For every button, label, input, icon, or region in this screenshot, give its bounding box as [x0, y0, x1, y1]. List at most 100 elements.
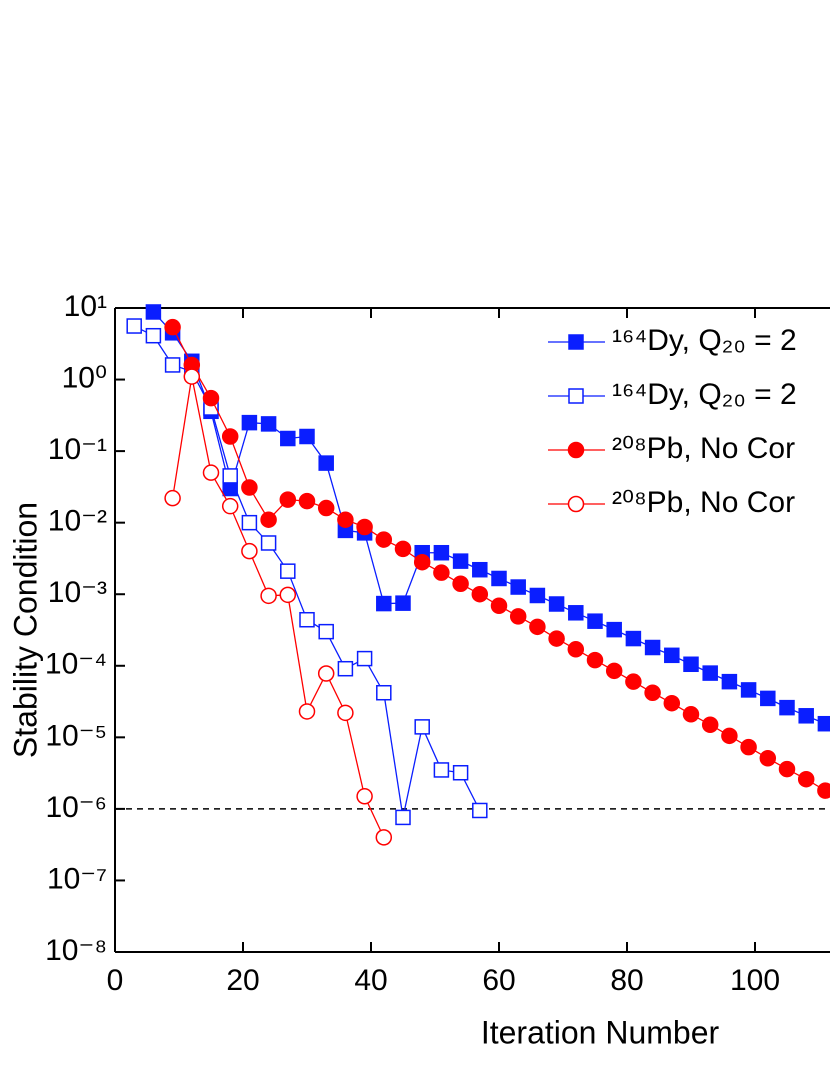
marker	[299, 428, 315, 445]
marker	[260, 511, 277, 528]
marker	[356, 788, 373, 805]
marker	[280, 563, 296, 579]
marker	[740, 738, 757, 756]
marker	[280, 430, 296, 447]
marker	[644, 639, 661, 656]
marker	[318, 455, 334, 471]
marker	[509, 608, 527, 625]
x-tick-label: 20	[226, 964, 259, 997]
marker	[510, 579, 526, 595]
marker	[376, 595, 392, 612]
marker	[395, 595, 411, 611]
marker	[567, 641, 585, 658]
marker	[241, 542, 258, 560]
marker	[202, 389, 220, 407]
marker	[568, 605, 584, 621]
x-tick-label: 100	[730, 964, 780, 997]
marker	[817, 715, 830, 732]
marker	[221, 428, 239, 445]
marker	[394, 540, 412, 558]
y-tick-label: 10⁻⁵	[45, 719, 107, 752]
marker	[356, 650, 373, 667]
marker	[317, 665, 335, 682]
marker	[606, 621, 622, 638]
marker	[644, 684, 661, 701]
marker	[490, 597, 508, 615]
marker	[337, 704, 354, 722]
x-axis-label: Iteration Number	[481, 1014, 720, 1050]
marker	[625, 630, 642, 647]
marker	[183, 368, 201, 385]
y-tick-label: 10⁻⁷	[47, 862, 107, 895]
x-tick-label: 40	[354, 964, 387, 997]
marker	[625, 673, 642, 690]
marker	[587, 613, 603, 629]
marker	[683, 656, 699, 673]
marker	[548, 596, 565, 612]
legend-label: ¹⁶⁴Dy, Q₂₀ = 2	[612, 378, 797, 411]
x-tick-label: 80	[610, 964, 643, 997]
marker	[452, 575, 469, 593]
marker	[779, 699, 795, 716]
marker	[222, 468, 238, 484]
marker	[472, 802, 488, 819]
marker	[798, 708, 814, 724]
marker	[317, 499, 335, 517]
marker	[279, 586, 297, 604]
marker	[721, 727, 738, 745]
marker	[318, 623, 334, 640]
marker	[721, 673, 738, 690]
marker	[452, 553, 469, 569]
marker	[375, 829, 393, 846]
legend-marker	[568, 334, 584, 350]
marker	[164, 318, 181, 336]
marker	[241, 479, 258, 496]
legend-label: ²⁰⁸Pb, No Cor	[612, 432, 795, 465]
legend-label: ²⁰⁸Pb, No Cor	[612, 486, 795, 519]
marker	[298, 492, 316, 510]
marker	[491, 570, 507, 587]
marker	[260, 587, 277, 605]
plot-area	[115, 304, 830, 846]
marker	[298, 703, 316, 720]
series-line	[133, 325, 481, 818]
y-tick-label: 10⁻¹	[48, 433, 107, 466]
marker	[760, 690, 776, 707]
marker	[433, 762, 450, 778]
marker	[241, 514, 258, 531]
marker	[663, 694, 681, 712]
marker	[337, 511, 354, 528]
marker	[375, 531, 393, 548]
marker	[529, 618, 546, 636]
marker	[202, 464, 220, 481]
x-tick-label: 60	[482, 964, 515, 997]
marker	[472, 561, 488, 578]
marker	[433, 544, 450, 561]
y-tick-label: 10⁻²	[48, 505, 107, 538]
marker	[260, 535, 277, 551]
marker	[413, 553, 431, 571]
marker	[740, 682, 757, 698]
marker	[164, 357, 181, 373]
marker	[452, 764, 469, 781]
marker	[664, 647, 680, 664]
marker	[471, 585, 489, 603]
marker	[126, 318, 142, 334]
marker	[817, 782, 830, 799]
legend-marker	[567, 441, 585, 459]
marker	[356, 518, 373, 536]
x-tick-label: 0	[107, 964, 124, 997]
marker	[433, 564, 450, 581]
marker	[759, 750, 777, 767]
marker	[586, 651, 604, 669]
y-tick-label: 10⁻⁶	[45, 791, 107, 824]
marker	[241, 414, 258, 431]
marker	[337, 660, 354, 677]
y-tick-label: 10⁻³	[48, 576, 107, 609]
legend-marker	[568, 388, 584, 404]
marker	[702, 665, 718, 681]
y-axis-label: Stability Condition	[7, 502, 43, 758]
legend-marker	[567, 495, 585, 513]
y-tick-label: 10¹	[64, 290, 107, 323]
